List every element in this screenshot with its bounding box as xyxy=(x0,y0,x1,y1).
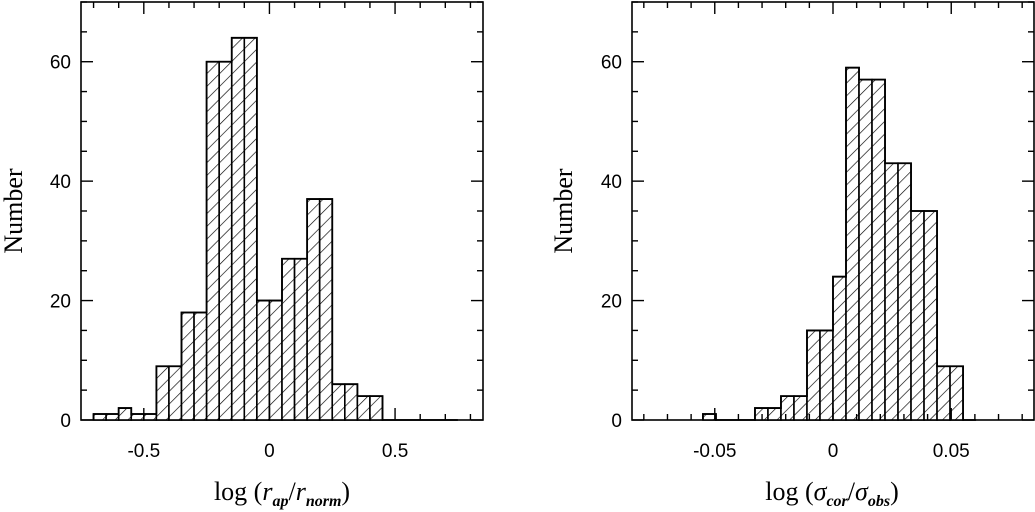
histogram-bar xyxy=(306,198,321,421)
y-axis-title: Number xyxy=(0,168,28,254)
x-tick-label: -0.5 xyxy=(127,441,160,462)
x-tick-label: -0.05 xyxy=(693,441,736,462)
axis-ticks: 0 20 40 60 -0.05 0 0.05 xyxy=(601,1,1034,462)
histogram-bar xyxy=(369,395,384,421)
histogram-bars xyxy=(702,66,977,421)
left-histogram-panel: 0 20 40 60 -0.5 0 0.5 Number log (rap/rnorm) xyxy=(0,1,484,510)
histogram-bar xyxy=(155,365,170,421)
y-tick-label: 60 xyxy=(50,53,71,74)
histogram-bar xyxy=(205,60,220,421)
histogram-bar xyxy=(845,66,860,421)
histogram-bar xyxy=(243,37,258,421)
histogram-bar xyxy=(180,311,195,421)
right-histogram-panel: 0 20 40 60 -0.05 0 0.05 Number log (σcor/σobs) xyxy=(549,1,1035,510)
x-axis-title: log (σcor/σobs) xyxy=(765,477,899,510)
histogram-bar xyxy=(780,395,795,421)
y-tick-label: 40 xyxy=(601,172,622,193)
histogram-bar xyxy=(331,383,346,421)
histogram-bar xyxy=(356,395,371,421)
y-tick-label: 20 xyxy=(50,292,71,313)
y-tick-label: 0 xyxy=(60,411,71,432)
histogram-bars xyxy=(92,36,458,421)
histogram-bar xyxy=(923,210,938,421)
histogram-bar xyxy=(897,162,912,421)
y-tick-label: 0 xyxy=(611,411,622,432)
histogram-bar xyxy=(344,383,359,421)
histogram-bar xyxy=(806,329,821,421)
histogram-bar xyxy=(117,407,133,421)
y-axis-title: Number xyxy=(549,168,578,254)
x-tick-label: 0.5 xyxy=(382,441,408,462)
histogram-bar xyxy=(168,365,183,421)
x-tick-label: 0 xyxy=(264,441,275,462)
histogram-bar xyxy=(767,407,782,421)
y-tick-label: 20 xyxy=(601,292,622,313)
y-tick-label: 40 xyxy=(50,172,71,193)
x-axis-title: log (rap/rnorm) xyxy=(214,477,350,510)
histogram-bar xyxy=(293,257,308,421)
histogram-bar xyxy=(936,365,951,421)
x-tick-label: 0.05 xyxy=(933,441,970,462)
axis-ticks: 0 20 40 60 -0.5 0 0.5 xyxy=(50,1,483,462)
histogram-step-outline xyxy=(702,66,977,421)
histogram-bar xyxy=(910,210,925,421)
histogram-bar xyxy=(318,198,334,421)
histogram-bar xyxy=(793,395,808,421)
histogram-bar xyxy=(256,299,271,421)
histogram-bar xyxy=(193,311,208,421)
histogram-bar xyxy=(949,365,964,421)
histogram-bar xyxy=(819,329,834,421)
x-tick-label: 0 xyxy=(828,441,839,462)
histogram-bar xyxy=(871,78,886,421)
histogram-bar xyxy=(230,37,246,421)
histogram-bar xyxy=(858,78,873,421)
histogram-bar xyxy=(268,299,283,421)
histogram-bar xyxy=(218,60,233,421)
histogram-bar xyxy=(884,162,899,421)
histogram-bar xyxy=(832,275,847,421)
y-tick-label: 60 xyxy=(601,53,622,74)
histogram-bar xyxy=(281,257,296,421)
